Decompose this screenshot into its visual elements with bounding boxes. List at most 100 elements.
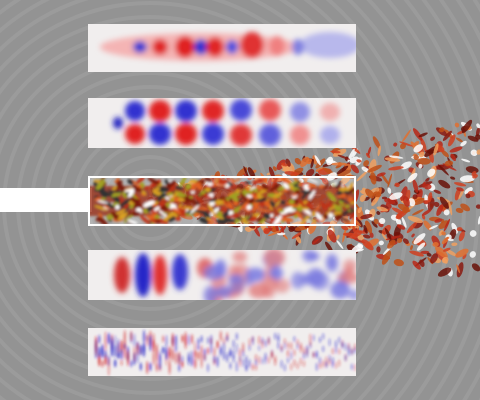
eddy — [227, 191, 234, 197]
stripe — [341, 340, 344, 348]
eddy — [402, 206, 410, 214]
eddy — [413, 154, 419, 161]
eddy — [388, 166, 404, 171]
eddy — [348, 182, 355, 190]
eddy — [323, 214, 329, 220]
eddy — [239, 200, 249, 211]
eddy — [326, 156, 334, 166]
eddy — [179, 177, 187, 187]
eddy — [396, 224, 406, 230]
stripe — [338, 336, 341, 344]
stripe — [318, 362, 322, 369]
eddy — [233, 200, 239, 207]
eddy — [393, 259, 404, 267]
eddy — [412, 128, 423, 141]
stripe — [261, 339, 264, 349]
stripe — [142, 329, 146, 344]
eddy — [420, 250, 430, 254]
eddy — [413, 144, 424, 153]
stripe — [293, 336, 296, 343]
stripe — [242, 342, 245, 353]
stripe — [331, 348, 334, 355]
vorticity-panel — [88, 177, 356, 225]
blob — [263, 250, 286, 268]
eddy — [427, 192, 433, 203]
eddy — [437, 267, 452, 277]
stripe — [286, 342, 290, 349]
eddy — [257, 208, 272, 213]
stripe — [229, 347, 232, 358]
eddy — [453, 182, 467, 187]
eddy — [193, 212, 200, 217]
eddy — [330, 150, 341, 154]
eddy — [190, 187, 196, 191]
eddy — [470, 149, 478, 157]
blob — [300, 273, 313, 285]
stripe — [283, 363, 286, 372]
eddy — [273, 215, 282, 225]
eddy — [461, 119, 473, 134]
eddy — [385, 235, 401, 241]
stripe — [216, 340, 219, 350]
eddy — [394, 182, 400, 188]
eddy — [350, 164, 359, 174]
eddy — [155, 187, 161, 191]
eddy — [164, 196, 170, 201]
eddy — [467, 135, 479, 142]
eddy — [430, 253, 438, 264]
eddy — [274, 199, 281, 208]
eddy — [166, 180, 176, 189]
stripe — [258, 335, 261, 345]
eddy — [130, 211, 141, 216]
stripe — [322, 359, 325, 368]
stripe — [315, 351, 318, 359]
eddy — [300, 156, 310, 168]
blob — [260, 277, 279, 290]
eddy — [476, 127, 480, 137]
stripe — [251, 336, 254, 346]
stripe — [232, 349, 235, 360]
stripe — [171, 332, 174, 348]
eddy — [378, 240, 384, 246]
eddy — [308, 189, 316, 200]
eddy — [285, 202, 299, 208]
stripe — [347, 344, 350, 353]
eddy — [387, 239, 396, 249]
eddy — [240, 192, 248, 203]
eddy — [332, 211, 343, 215]
eddy — [294, 157, 302, 165]
eddy — [106, 214, 114, 221]
eddy — [189, 198, 198, 205]
stripe — [146, 360, 149, 375]
stripe — [203, 348, 206, 355]
eddy — [451, 222, 458, 234]
eddy — [248, 197, 255, 205]
eddy — [185, 183, 192, 190]
eddy — [363, 224, 368, 234]
eddy — [337, 198, 350, 204]
eddy — [127, 219, 138, 225]
eddy — [412, 209, 424, 216]
eddy — [262, 177, 268, 184]
eddy — [114, 177, 120, 183]
stripe — [194, 341, 197, 355]
eddy — [444, 160, 454, 167]
eddy — [227, 214, 241, 218]
eddy — [472, 173, 478, 179]
eddy — [328, 213, 334, 218]
eddy — [327, 229, 337, 243]
eddy — [287, 182, 297, 186]
stripe — [107, 332, 111, 345]
eddy — [443, 209, 450, 216]
eddy — [184, 213, 195, 216]
eddy — [412, 197, 426, 206]
eddy — [306, 202, 314, 209]
eddy — [124, 188, 135, 193]
eddy — [277, 232, 286, 236]
stripe — [139, 362, 142, 371]
eddy — [396, 237, 403, 243]
stripe — [232, 339, 235, 349]
eddy — [436, 204, 444, 216]
eddy — [384, 227, 392, 240]
eddy — [377, 145, 381, 157]
